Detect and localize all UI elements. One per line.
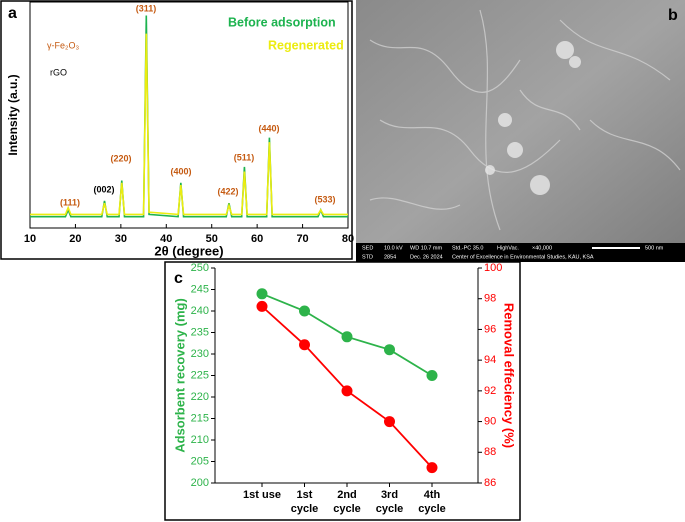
y2-tick-label: 98 [484,293,496,305]
point [299,305,310,317]
y2-tick-label: 88 [484,446,496,458]
y2-axis-title: Removal effeciency (%) [502,303,517,448]
x-tick-label: 50 [206,233,218,245]
sem-texture [369,9,681,231]
y-tick-label: 235 [191,326,209,338]
y-tick-label: 200 [191,477,209,489]
x-tick-label: 10 [24,233,36,245]
sem-info: 10.0 kV [384,245,403,251]
plot-frame [29,1,349,229]
sem-info: 2854 [384,254,396,260]
peak-label: (002) [93,184,114,194]
peak-label: (400) [170,166,191,176]
y-tick-label: 245 [191,283,209,295]
panel-label: b [668,7,678,24]
y2-tick-label: 90 [484,415,496,427]
x-tick-label: 30 [115,233,127,245]
y-axis-title: Intensity (a.u.) [6,74,20,155]
peak-label: (311) [136,3,157,13]
y-tick-label: 250 [191,262,209,274]
x-tick-label: 3rd cycle [375,489,404,515]
point [384,344,395,356]
peak-label: (533) [314,194,335,204]
x-tick-label: 70 [296,233,308,245]
sem-info: Dec. 26 2024 [410,254,443,260]
sem-info: Std.-PC 35.0 [452,245,484,251]
point [341,331,353,343]
x-tick-label: 1st cycle [290,489,319,515]
x-tick-label: 1st use [243,489,281,501]
annotation: rGO [50,67,67,77]
y-tick-label: 210 [191,434,209,446]
x-tick-label: 80 [342,233,354,245]
y2-tick-label: 92 [484,385,496,397]
panel-label: c [174,270,183,287]
y-tick-label: 215 [191,412,209,424]
panel-label: a [8,5,17,22]
x-tick-label: 20 [69,233,81,245]
peak-label: (440) [258,123,279,133]
point [426,462,438,474]
x-tick-label: 40 [160,233,172,245]
y-tick-label: 225 [191,369,209,381]
y-tick-label: 230 [191,348,209,360]
point [341,385,353,397]
y2-tick-label: 96 [484,323,496,335]
sem-info: SED [362,245,373,251]
annotation: γ-Fe₂O₃ [47,40,79,50]
x-tick-label: 2nd cycle [333,489,361,515]
legend-entry: Regenerated [268,38,344,52]
y-axis-title: Adsorbent recovery (mg) [172,298,187,453]
y2-tick-label: 86 [484,477,496,489]
sem-info: 500 nm [645,245,664,251]
x-tick-label: 60 [251,233,263,245]
x-axis-title: 2θ (degree) [154,243,223,258]
point [426,370,438,381]
point [256,288,268,300]
point [256,300,268,312]
peak-label: (220) [110,153,131,163]
sem-info: HighVac. [497,245,519,251]
y2-tick-label: 94 [484,354,496,366]
point [384,416,395,428]
sem-info: Center of Excellence in Environmental St… [452,254,594,260]
point [299,339,310,351]
y2-tick-label: 100 [484,262,502,274]
peak-label: (511) [234,152,255,162]
y-tick-label: 220 [191,391,209,403]
legend-entry: Before adsorption [228,15,336,29]
sem-info: STD [362,254,373,260]
sem-info: ×40,000 [532,245,552,251]
sem-particles [485,41,581,195]
sem-image [356,0,685,262]
peak-label: (422) [217,186,238,196]
y-tick-label: 205 [191,455,209,467]
x-tick-label: 4th cycle [418,489,446,515]
sem-info: WD 10.7 mm [410,245,443,251]
y-tick-label: 240 [191,305,209,317]
spectrum-line [30,33,348,216]
peak-label: (111) [60,197,80,207]
